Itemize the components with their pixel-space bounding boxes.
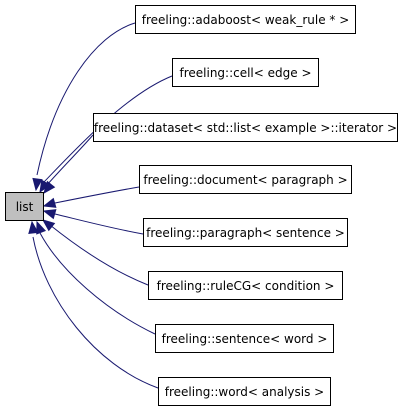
edge-rulecg-arrowhead: [41, 219, 56, 232]
edge-adaboost-arrowhead: [32, 177, 43, 192]
root-node-list[interactable]: list: [5, 192, 44, 221]
edge-sentence: [39, 232, 156, 335]
child-node-label: freeling::dataset< std::list< example >:…: [94, 121, 397, 135]
nodes: list freeling::adaboost< weak_rule * > f…: [5, 5, 398, 406]
child-node-label: freeling::document< paragraph >: [143, 173, 347, 187]
edge-word-arrowhead: [28, 220, 39, 235]
edge-rulecg: [49, 224, 149, 286]
root-node-label: list: [16, 200, 34, 214]
child-node-label: freeling::paragraph< sentence >: [146, 226, 345, 240]
child-node-adaboost[interactable]: freeling::adaboost< weak_rule * >: [135, 5, 356, 34]
child-node-sentence[interactable]: freeling::sentence< word >: [155, 324, 334, 353]
edge-sentence-arrowhead: [36, 220, 47, 235]
edge-document: [54, 186, 140, 204]
child-node-label: freeling::cell< edge >: [179, 66, 311, 80]
edge-paragraph: [54, 213, 144, 235]
edge-document-arrowhead: [42, 197, 57, 208]
edge-word: [32, 236, 159, 389]
child-node-label: freeling::adaboost< weak_rule * >: [142, 13, 350, 27]
child-node-rulecg[interactable]: freeling::ruleCG< condition >: [148, 271, 343, 300]
edge-adaboost: [36, 22, 136, 176]
child-node-word[interactable]: freeling::word< analysis >: [158, 377, 331, 406]
child-node-label: freeling::sentence< word >: [162, 332, 328, 346]
edge-dataset: [46, 134, 94, 186]
child-node-label: freeling::ruleCG< condition >: [157, 279, 335, 293]
edge-dataset-arrowhead: [43, 180, 56, 195]
edge-cell-arrowhead: [39, 179, 51, 194]
child-node-label: freeling::word< analysis >: [165, 385, 324, 399]
child-node-document[interactable]: freeling::document< paragraph >: [139, 165, 352, 194]
edge-paragraph-arrowhead: [42, 209, 57, 220]
child-node-cell[interactable]: freeling::cell< edge >: [172, 58, 319, 87]
child-node-dataset[interactable]: freeling::dataset< std::list< example >:…: [93, 113, 398, 142]
edges: [28, 22, 173, 389]
child-node-paragraph[interactable]: freeling::paragraph< sentence >: [143, 218, 348, 247]
